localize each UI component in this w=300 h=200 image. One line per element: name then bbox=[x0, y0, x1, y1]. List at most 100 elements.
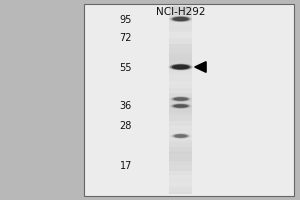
Bar bbox=[169, 126, 192, 128]
Bar bbox=[169, 175, 192, 178]
Ellipse shape bbox=[172, 64, 190, 70]
Bar bbox=[169, 173, 192, 175]
Bar bbox=[169, 142, 192, 145]
Bar bbox=[169, 74, 192, 76]
Bar bbox=[169, 13, 192, 15]
Bar bbox=[169, 41, 192, 44]
Bar bbox=[169, 90, 192, 93]
Bar bbox=[169, 97, 192, 100]
Bar bbox=[169, 67, 192, 69]
Bar bbox=[169, 191, 192, 194]
Bar bbox=[169, 32, 192, 34]
Bar bbox=[169, 15, 192, 18]
Bar bbox=[169, 43, 192, 46]
Bar bbox=[169, 50, 192, 53]
Bar bbox=[169, 95, 192, 98]
Bar bbox=[169, 128, 192, 131]
Text: 28: 28 bbox=[120, 121, 132, 131]
Ellipse shape bbox=[172, 97, 190, 101]
Ellipse shape bbox=[171, 16, 191, 22]
Bar bbox=[169, 86, 192, 88]
Ellipse shape bbox=[172, 17, 189, 21]
Bar bbox=[169, 137, 192, 140]
Ellipse shape bbox=[174, 134, 188, 138]
Bar bbox=[169, 149, 192, 152]
Bar bbox=[169, 121, 192, 123]
Ellipse shape bbox=[171, 133, 191, 139]
Bar bbox=[169, 8, 192, 11]
Bar bbox=[169, 123, 192, 126]
Bar bbox=[169, 60, 192, 62]
Ellipse shape bbox=[169, 16, 192, 22]
Bar bbox=[169, 102, 192, 105]
Bar bbox=[169, 72, 192, 74]
Bar bbox=[169, 25, 192, 27]
Bar bbox=[169, 156, 192, 159]
Bar bbox=[169, 20, 192, 22]
Bar bbox=[169, 168, 192, 170]
Bar bbox=[169, 10, 192, 13]
Ellipse shape bbox=[169, 64, 193, 71]
Bar bbox=[169, 114, 192, 116]
Bar bbox=[169, 182, 192, 185]
Bar bbox=[169, 22, 192, 25]
Ellipse shape bbox=[173, 97, 188, 101]
Bar bbox=[169, 166, 192, 168]
Bar bbox=[169, 130, 192, 133]
Ellipse shape bbox=[172, 104, 190, 108]
Bar bbox=[169, 187, 192, 189]
Bar bbox=[169, 88, 192, 91]
Bar bbox=[169, 6, 192, 8]
Ellipse shape bbox=[173, 104, 188, 108]
Text: 36: 36 bbox=[120, 101, 132, 111]
Bar bbox=[169, 29, 192, 32]
Bar bbox=[169, 163, 192, 166]
Text: NCI-H292: NCI-H292 bbox=[156, 7, 206, 17]
Text: 17: 17 bbox=[120, 161, 132, 171]
Text: 72: 72 bbox=[119, 33, 132, 43]
Bar bbox=[169, 116, 192, 119]
Bar bbox=[169, 161, 192, 163]
Bar bbox=[169, 34, 192, 37]
Bar bbox=[169, 69, 192, 72]
Bar bbox=[169, 62, 192, 65]
Bar bbox=[169, 39, 192, 41]
Text: 95: 95 bbox=[120, 15, 132, 25]
Bar bbox=[169, 189, 192, 192]
Text: 55: 55 bbox=[119, 63, 132, 73]
Bar bbox=[169, 152, 192, 154]
Bar bbox=[169, 46, 192, 48]
Ellipse shape bbox=[170, 96, 192, 102]
Bar bbox=[169, 135, 192, 138]
Bar bbox=[169, 133, 192, 135]
Bar bbox=[169, 119, 192, 121]
Ellipse shape bbox=[170, 64, 192, 70]
Bar bbox=[169, 27, 192, 29]
Bar bbox=[169, 112, 192, 114]
Bar bbox=[169, 147, 192, 149]
Bar bbox=[169, 18, 192, 20]
Bar bbox=[169, 177, 192, 180]
Bar bbox=[169, 184, 192, 187]
Bar bbox=[169, 83, 192, 86]
Bar bbox=[169, 76, 192, 79]
Bar bbox=[169, 100, 192, 102]
Bar bbox=[169, 55, 192, 58]
Ellipse shape bbox=[170, 103, 192, 109]
Ellipse shape bbox=[172, 134, 189, 138]
Bar bbox=[169, 159, 192, 161]
Polygon shape bbox=[195, 62, 206, 72]
Bar bbox=[169, 79, 192, 81]
Bar bbox=[84, 4, 294, 196]
Bar bbox=[169, 104, 192, 107]
Bar bbox=[169, 154, 192, 156]
Bar bbox=[169, 180, 192, 182]
Bar bbox=[169, 48, 192, 51]
Bar bbox=[169, 6, 192, 194]
Bar bbox=[169, 81, 192, 84]
Bar bbox=[169, 144, 192, 147]
Bar bbox=[169, 58, 192, 60]
Bar bbox=[169, 170, 192, 173]
Bar bbox=[169, 53, 192, 55]
Bar bbox=[169, 65, 192, 67]
